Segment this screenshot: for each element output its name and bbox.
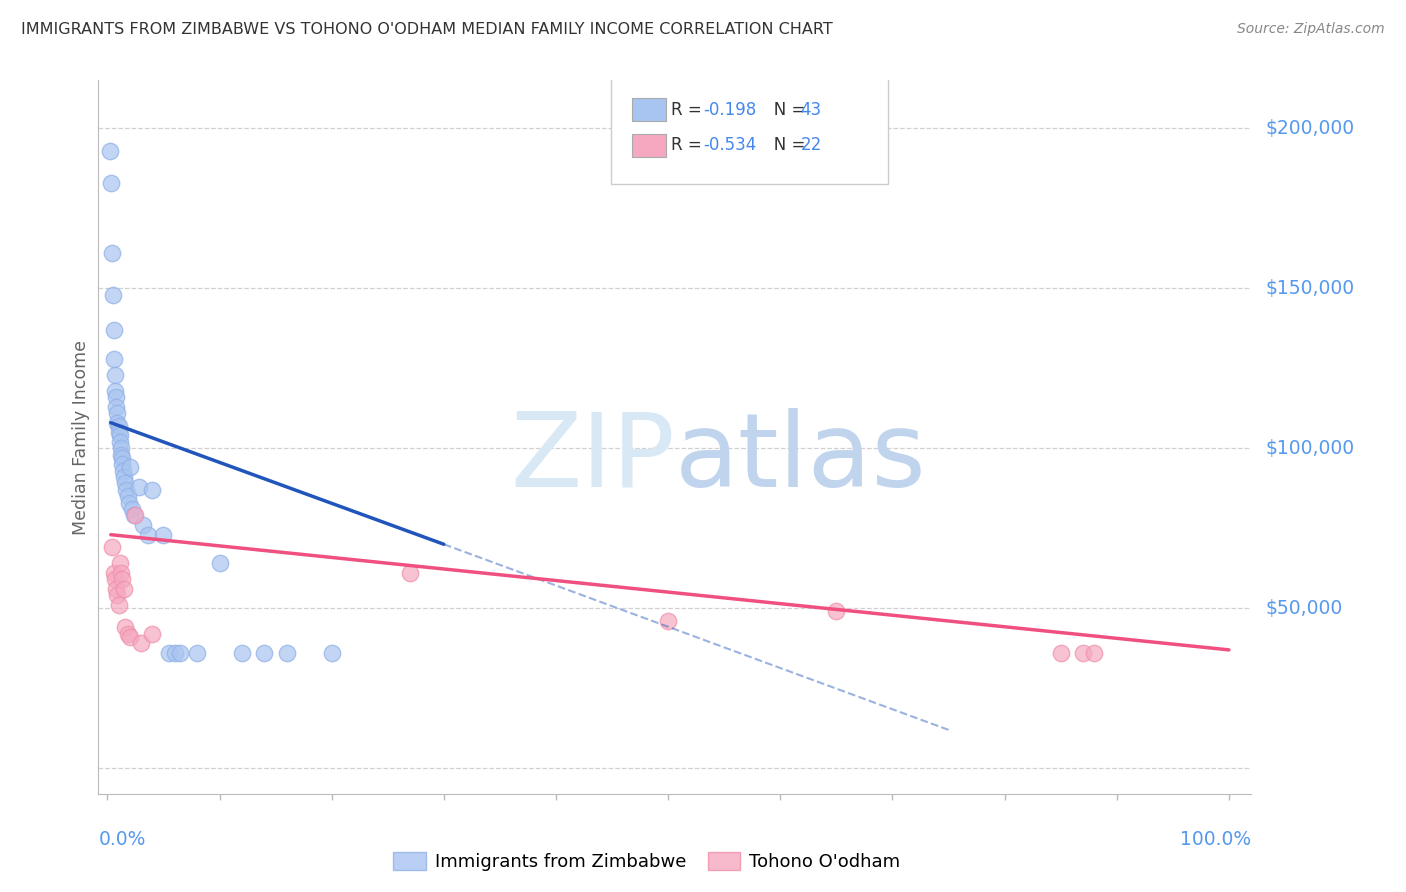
Point (114, 476, 136, 491)
Point (141, 483, 163, 497)
Point (100, 176, 122, 190)
Point (104, 384, 127, 398)
Point (152, 527, 174, 541)
Point (1071, 646, 1094, 660)
Text: R =: R = (672, 101, 707, 119)
Text: 22: 22 (800, 136, 821, 154)
Point (117, 627, 139, 641)
Point (107, 406, 129, 420)
Point (128, 480, 150, 494)
Point (98, 144, 121, 158)
Point (124, 508, 146, 523)
Text: IMMIGRANTS FROM ZIMBABWE VS TOHONO O'ODHAM MEDIAN FAMILY INCOME CORRELATION CHAR: IMMIGRANTS FROM ZIMBABWE VS TOHONO O'ODH… (21, 22, 832, 37)
Point (186, 646, 208, 660)
Point (105, 582, 128, 596)
Text: N =: N = (758, 101, 810, 119)
Text: R =: R = (672, 136, 707, 154)
Text: $100,000: $100,000 (1265, 439, 1354, 458)
Point (118, 496, 141, 510)
Point (114, 620, 136, 634)
Point (399, 566, 422, 580)
Point (107, 416, 129, 430)
Point (107, 598, 129, 612)
Point (101, 541, 124, 555)
Point (111, 457, 134, 471)
FancyBboxPatch shape (612, 77, 889, 184)
Text: -0.534: -0.534 (704, 136, 756, 154)
Point (104, 573, 127, 587)
Text: ZIP: ZIP (510, 408, 675, 509)
Point (105, 390, 128, 404)
Text: $50,000: $50,000 (1265, 599, 1343, 618)
Point (118, 630, 141, 644)
Text: 100.0%: 100.0% (1180, 830, 1251, 849)
Point (112, 470, 135, 484)
Point (253, 646, 276, 660)
Point (117, 489, 139, 503)
Point (108, 434, 131, 449)
Point (111, 573, 134, 587)
Point (103, 566, 125, 580)
Text: 0.0%: 0.0% (98, 830, 146, 849)
Point (103, 351, 125, 366)
Point (103, 323, 125, 337)
Point (101, 287, 124, 301)
Text: -0.198: -0.198 (704, 101, 756, 119)
Point (108, 557, 131, 571)
Point (132, 518, 155, 533)
Text: N =: N = (758, 136, 810, 154)
Text: $150,000: $150,000 (1265, 279, 1354, 298)
Point (107, 425, 129, 440)
Point (321, 646, 343, 660)
Point (124, 508, 146, 523)
Point (110, 442, 132, 456)
Point (107, 589, 129, 603)
Point (157, 646, 180, 660)
Point (1049, 646, 1071, 660)
Point (105, 400, 128, 414)
Point (231, 646, 253, 660)
Point (276, 646, 298, 660)
Point (208, 557, 231, 571)
Point (107, 418, 129, 433)
Point (112, 464, 135, 478)
Point (169, 646, 191, 660)
Point (1083, 646, 1105, 660)
Point (163, 646, 186, 660)
Point (112, 582, 135, 596)
Text: atlas: atlas (675, 408, 927, 509)
FancyBboxPatch shape (633, 134, 665, 157)
Point (129, 636, 152, 650)
FancyBboxPatch shape (633, 98, 665, 121)
Point (108, 428, 131, 442)
Point (115, 483, 138, 497)
Point (110, 448, 132, 462)
Legend: Immigrants from Zimbabwe, Tohono O'odham: Immigrants from Zimbabwe, Tohono O'odham (385, 845, 908, 879)
Point (104, 368, 127, 382)
Text: 43: 43 (800, 101, 821, 119)
Y-axis label: Median Family Income: Median Family Income (72, 340, 90, 534)
Point (110, 566, 132, 580)
Point (111, 450, 134, 465)
Point (101, 246, 124, 260)
Point (141, 627, 163, 641)
Point (121, 502, 143, 516)
Text: Source: ZipAtlas.com: Source: ZipAtlas.com (1237, 22, 1385, 37)
Point (136, 527, 159, 541)
Text: $200,000: $200,000 (1265, 119, 1354, 137)
Point (657, 614, 679, 628)
Point (825, 605, 848, 619)
Point (118, 460, 141, 475)
